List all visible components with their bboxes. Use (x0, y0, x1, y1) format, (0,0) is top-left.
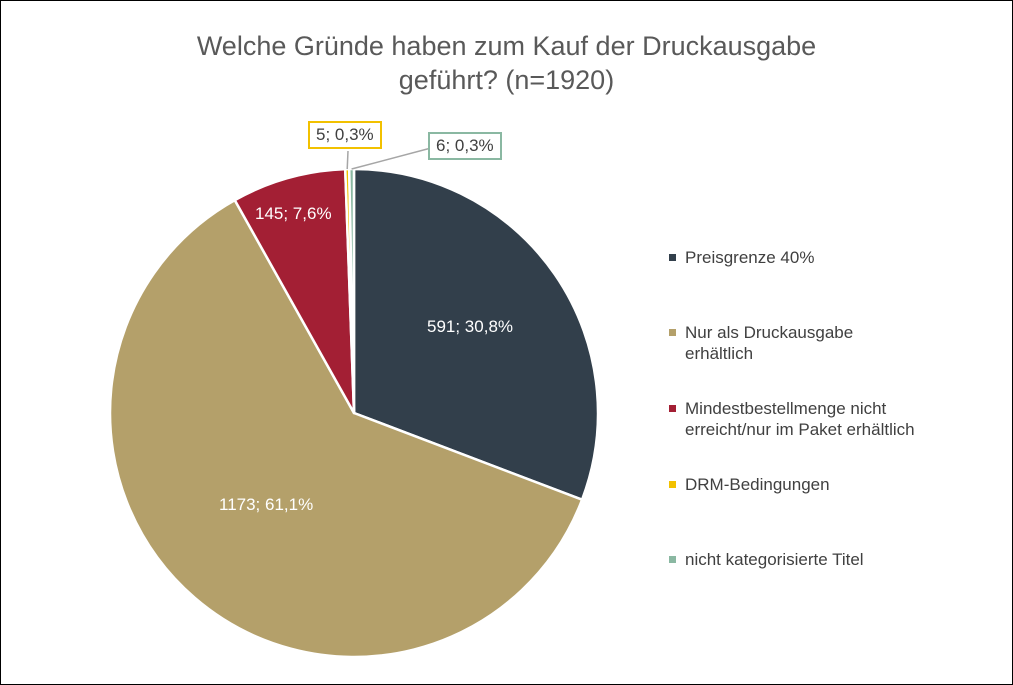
legend-swatch (669, 254, 676, 261)
leader-line-nicht-kategorisiert (351, 147, 432, 170)
leader-line-drm (346, 150, 349, 170)
legend-item-nicht-kategorisiert: nicht kategorisierte Titel (669, 549, 969, 570)
legend-label: Nur als Druckausgabe erhältlich (685, 323, 854, 363)
legend-label: Mindestbestellmenge nicht erreicht/nur i… (685, 399, 915, 439)
legend-swatch (669, 329, 676, 336)
pie-slice-preisgrenze (352, 167, 600, 501)
chart-title-line-2: geführt? (n=1920) (398, 65, 615, 95)
data-label-nicht-kategorisiert-callout: 6; 0,3% (428, 132, 502, 160)
chart-title-line-1: Welche Gründe haben zum Kauf der Druckau… (196, 31, 817, 61)
pie-slice-nur-druckausgabe (108, 198, 584, 659)
legend-label: DRM-Bedingungen (685, 475, 830, 494)
data-label-mindestbestellmenge: 145; 7,6% (255, 204, 332, 223)
legend-swatch (669, 556, 676, 563)
legend-label: Preisgrenze 40% (685, 248, 815, 267)
legend-item-nur-druckausgabe: Nur als Druckausgabe erhältlich (669, 322, 969, 364)
legend-item-mindestbestellmenge: Mindestbestellmenge nicht erreicht/nur i… (669, 398, 969, 440)
legend-swatch (669, 405, 676, 412)
legend-item-preisgrenze: Preisgrenze 40% (669, 247, 969, 268)
chart-title: Welche Gründe haben zum Kauf der Druckau… (1, 29, 1012, 97)
legend-label: nicht kategorisierte Titel (685, 550, 864, 569)
data-label-nur-druckausgabe: 1173; 61,1% (219, 495, 314, 514)
data-label-drm-callout: 5; 0,3% (308, 121, 382, 149)
data-label-preisgrenze: 591; 30,8% (427, 317, 514, 336)
legend-item-drm: DRM-Bedingungen (669, 474, 969, 495)
pie-slice-mindestbestellmenge (233, 167, 356, 415)
legend-swatch (669, 481, 676, 488)
